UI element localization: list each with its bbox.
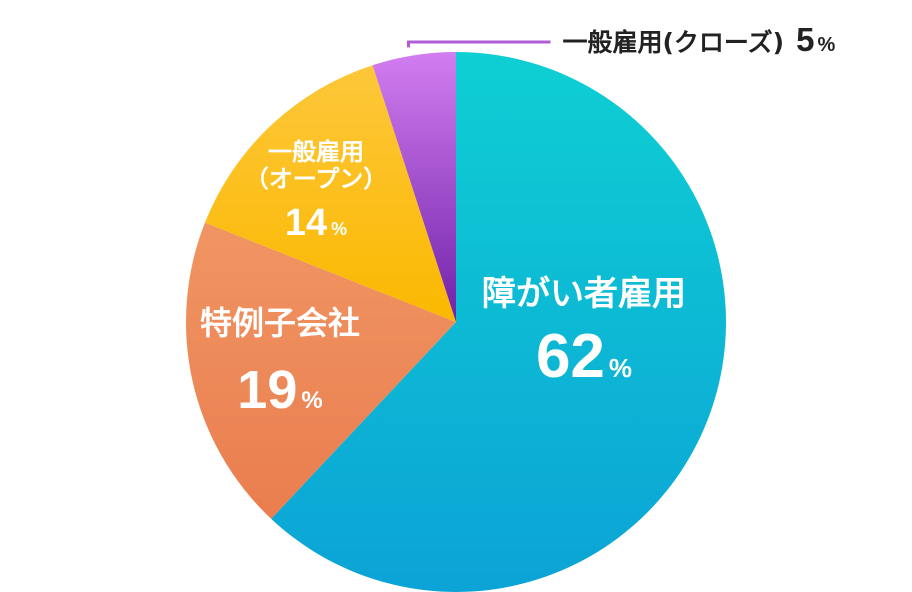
pie-labels: 障がい者雇用 62 % 特例子会社 19 % 一般雇用（オープン） 14 % 一般雇用(クローズ)…: [200, 21, 835, 420]
leader-line-general-closed: [407, 40, 551, 48]
pie-slice-disabled-employment: [271, 52, 726, 592]
slice-name-general-open: （オープン）: [245, 165, 388, 193]
slice-name-disabled-employment: 障がい者雇用: [482, 274, 686, 314]
pie-slices: [186, 52, 726, 592]
slice-label-general-closed: 一般雇用(クローズ) 5%: [407, 21, 836, 58]
pie-slice-general-open: [204, 65, 456, 323]
slice-value-disabled-employment: 62%: [536, 322, 632, 391]
slice-label-general-open: 一般雇用（オープン） 14%: [245, 138, 388, 244]
pie-slice-general-closed: [372, 52, 456, 322]
slice-name-special-subsidiary: 特例子会社: [200, 304, 360, 342]
pie-slice-special-subsidiary: [186, 222, 456, 519]
slice-label-text-general-closed: 一般雇用(クローズ) 5%: [563, 21, 836, 58]
slice-name-general-open: 一般雇用: [268, 138, 364, 166]
slice-label-disabled-employment: 障がい者雇用 62%: [482, 274, 686, 391]
slice-value-special-subsidiary: 19%: [237, 360, 322, 420]
slice-value-general-open: 14%: [285, 202, 347, 244]
slice-label-special-subsidiary: 特例子会社 19%: [200, 304, 360, 420]
